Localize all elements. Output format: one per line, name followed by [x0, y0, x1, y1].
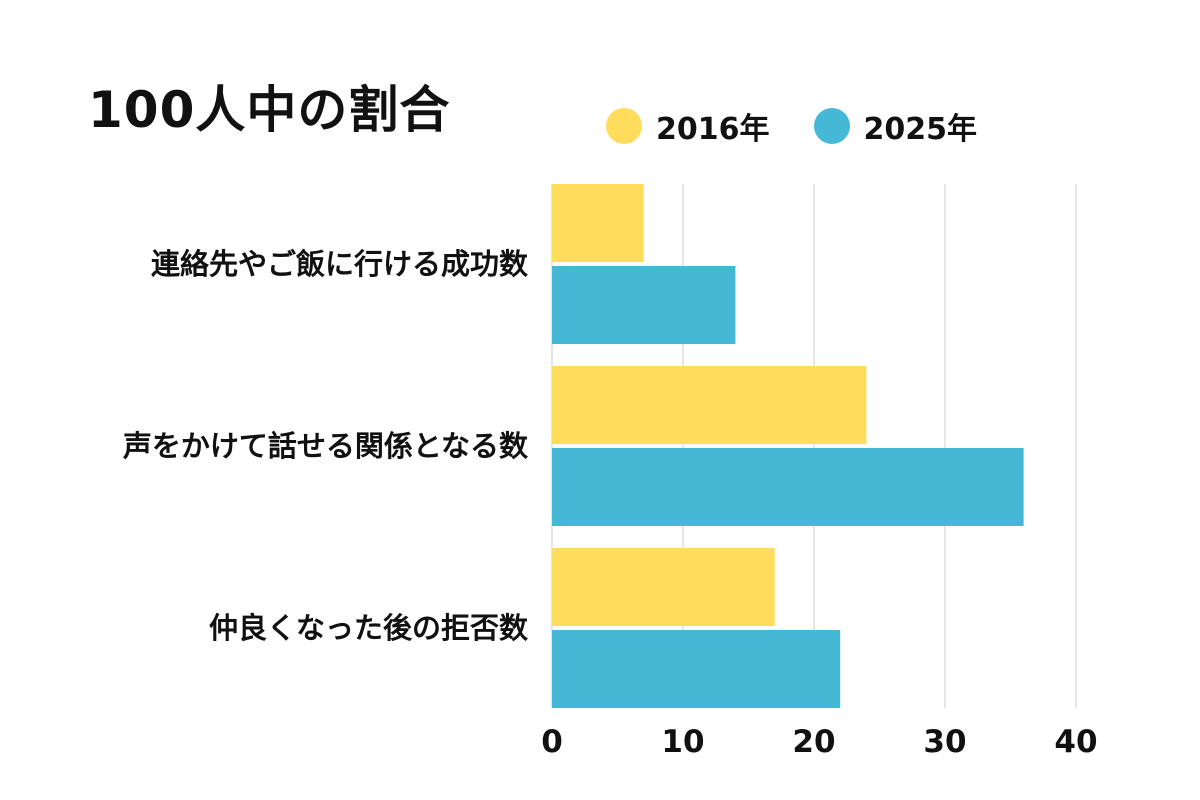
legend-swatch-2016: [606, 108, 642, 144]
bar-2016年-2: [552, 366, 867, 444]
bar-2025年-3: [552, 630, 841, 708]
x-tick-label-30: 30: [923, 724, 966, 760]
category-label-1: 連絡先やご飯に行ける成功数: [151, 247, 529, 281]
legend-item-2016: 2016年: [606, 104, 770, 148]
x-tick-label-10: 10: [661, 724, 704, 760]
legend-label-2016: 2016年: [656, 112, 770, 147]
bar-2025年-1: [552, 266, 736, 344]
legend-swatch-2025: [813, 108, 850, 144]
chart-title: 100人中の割合: [88, 81, 451, 139]
x-tick-label-20: 20: [792, 724, 835, 760]
category-label-3: 仲良くなった後の拒否数: [209, 611, 529, 645]
legend-label-2025: 2025年: [863, 112, 978, 147]
category-label-2: 声をかけて話せる関係となる数: [123, 429, 529, 463]
legend: 2016年 2025年: [606, 104, 977, 148]
x-tick-label-0: 0: [541, 724, 563, 760]
bar-2016年-3: [552, 548, 775, 626]
bar-2025年-2: [552, 448, 1024, 526]
bar-2016年-1: [552, 184, 644, 262]
legend-item-2025: 2025年: [813, 104, 978, 148]
x-tick-label-40: 40: [1054, 724, 1097, 760]
